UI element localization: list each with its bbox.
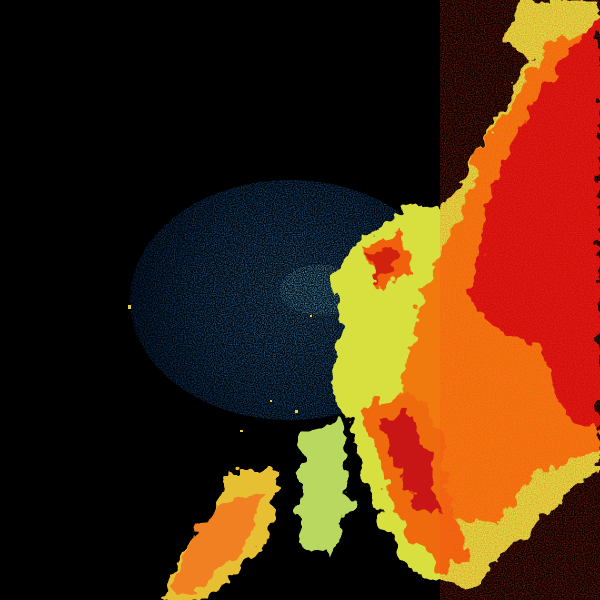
scattered-points [128, 305, 312, 432]
echo-texture [440, 0, 600, 600]
